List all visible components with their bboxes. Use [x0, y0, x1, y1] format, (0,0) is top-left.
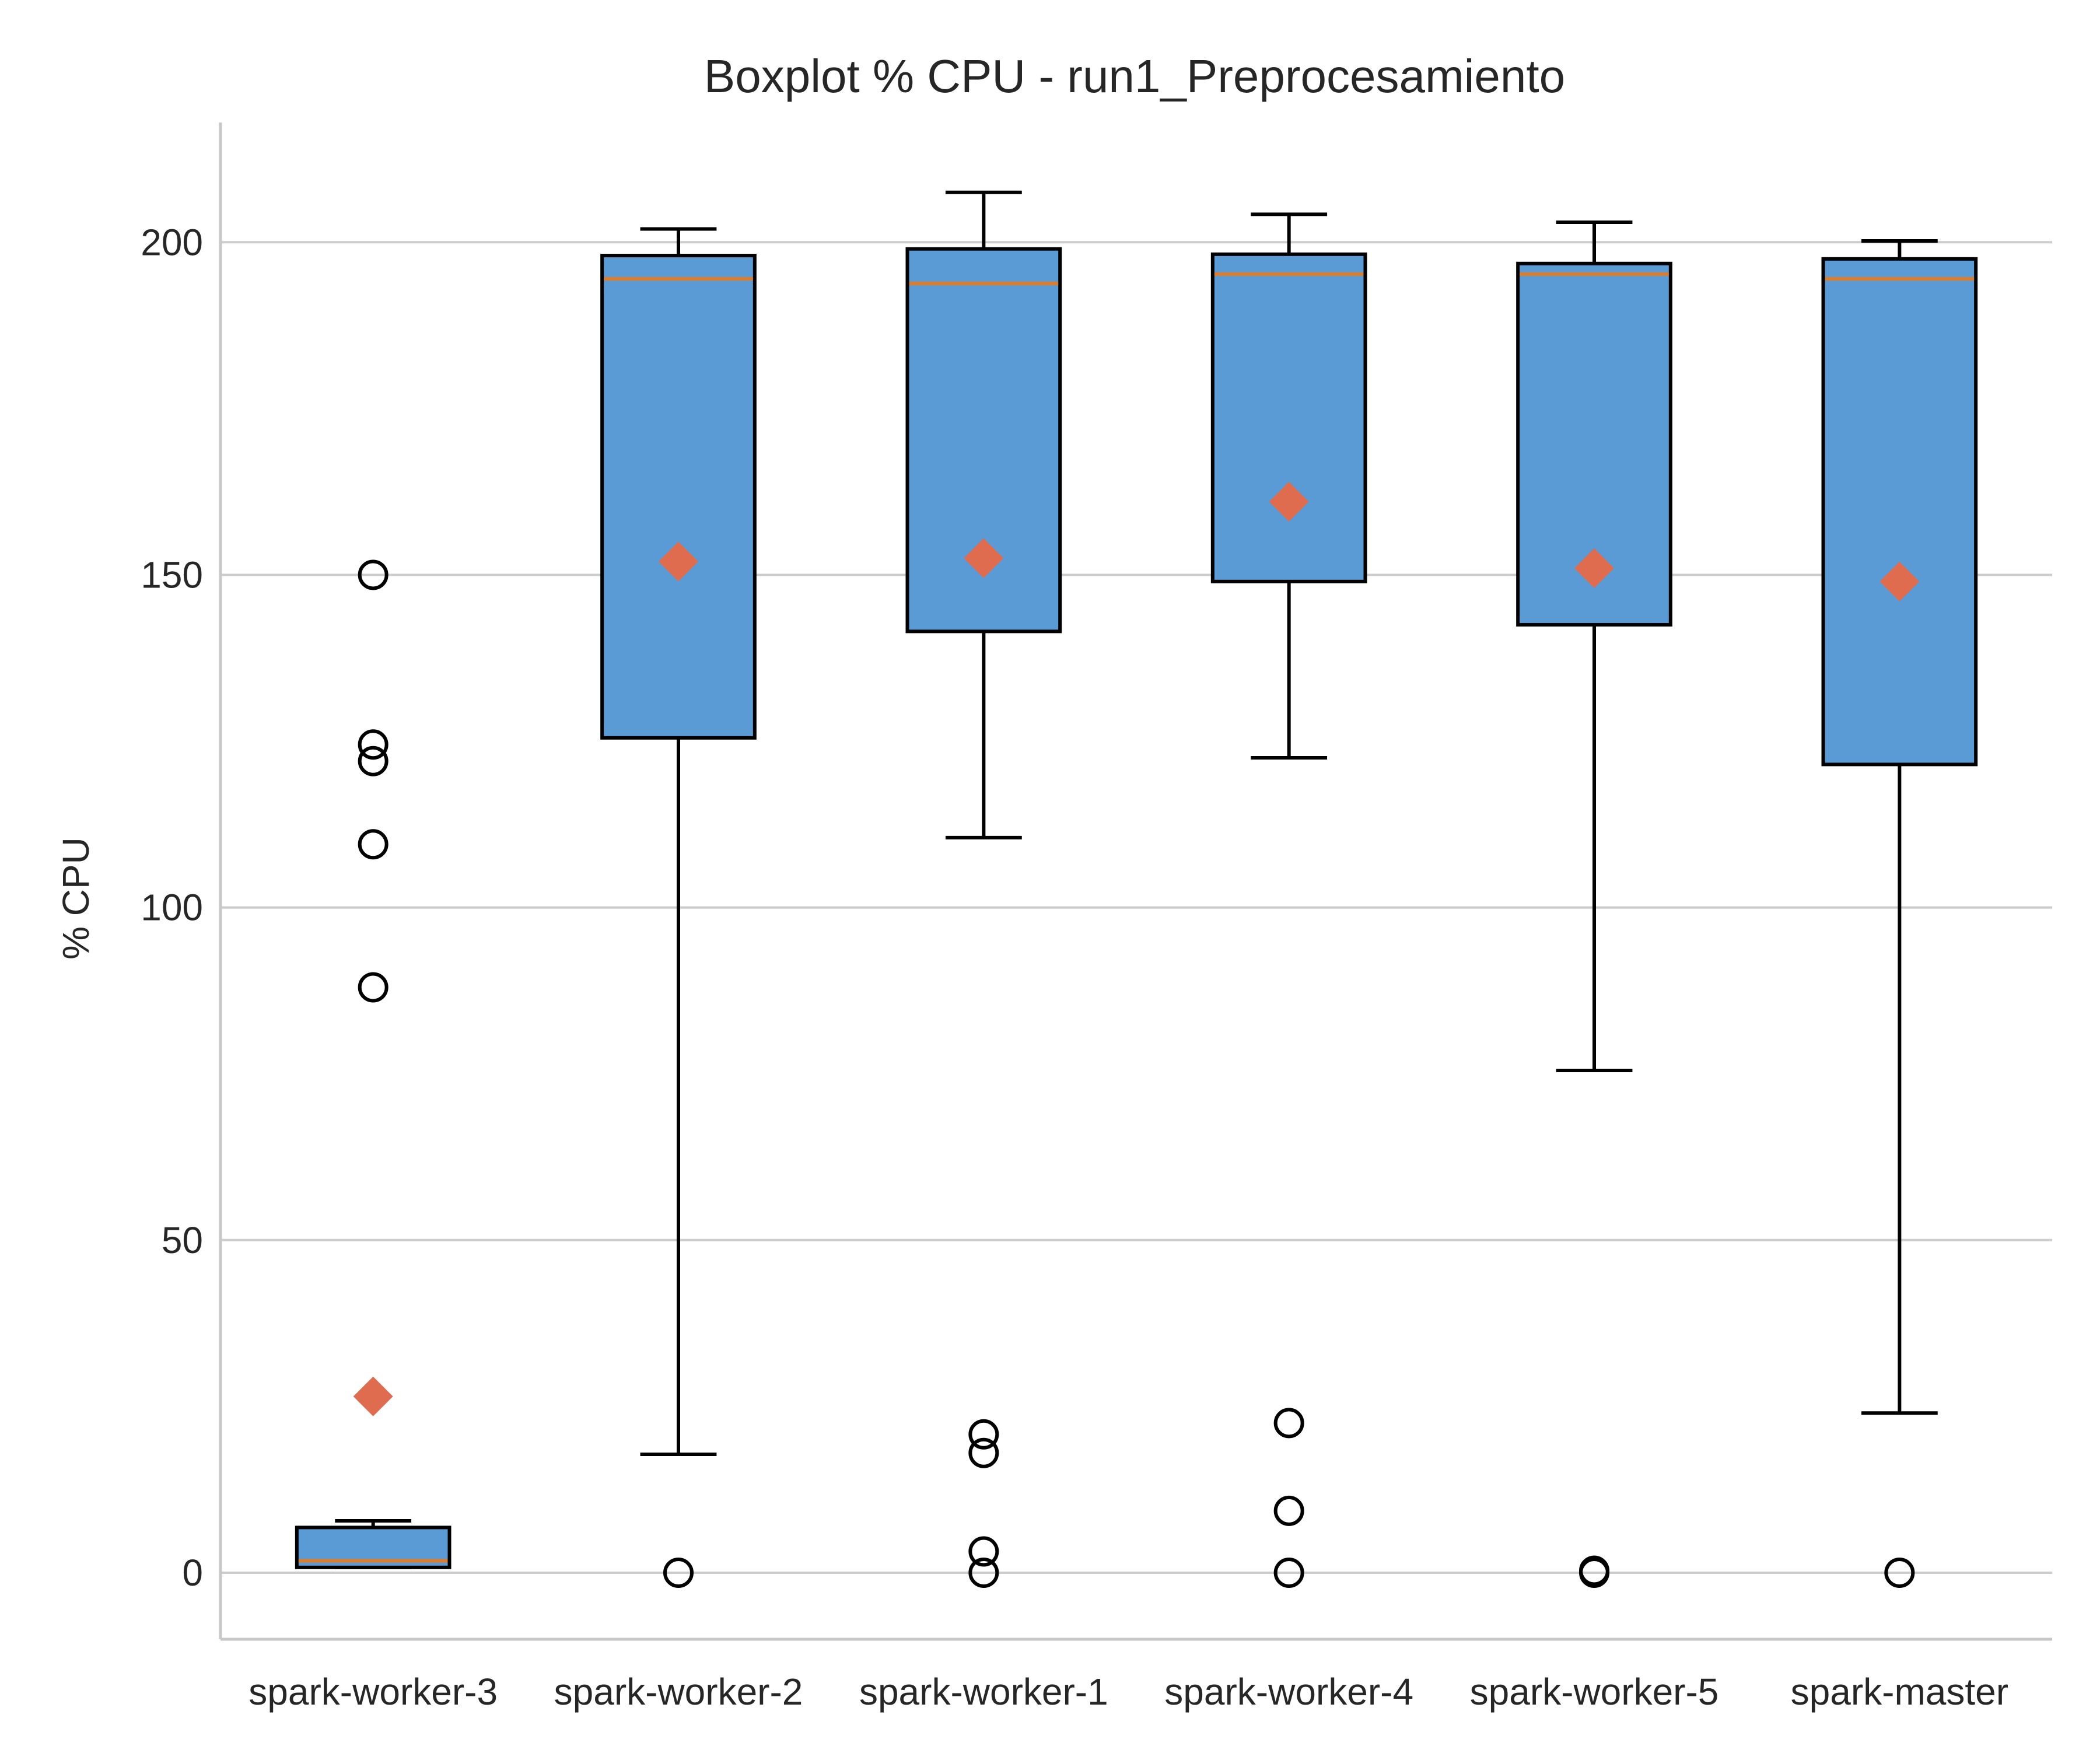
x-tick-label: spark-worker-5: [1470, 1671, 1719, 1713]
y-tick-label: 100: [141, 887, 203, 929]
x-tick-label: spark-worker-1: [859, 1671, 1108, 1713]
box-iqr: [600, 254, 757, 740]
y-tick-label: 50: [162, 1219, 203, 1261]
outlier-point: [358, 729, 388, 760]
box-group: [1516, 221, 1672, 1588]
y-tick-label: 200: [141, 221, 203, 263]
x-tick-label: spark-worker-4: [1164, 1671, 1413, 1713]
box-group: [295, 559, 452, 1569]
box-iqr: [1210, 252, 1367, 583]
outlier-point: [968, 1557, 999, 1588]
mean-marker: [1269, 482, 1309, 522]
mean-marker: [964, 538, 1004, 578]
axes: [219, 123, 2052, 1641]
y-axis-label: % CPU: [55, 837, 97, 960]
outlier-point: [968, 1419, 999, 1450]
x-tick-label: spark-master: [1791, 1671, 2008, 1713]
boxes: [295, 190, 1978, 1588]
outlier-point: [663, 1557, 694, 1588]
y-tick-label: 150: [141, 554, 203, 596]
box-group: [1210, 212, 1367, 1588]
box-iqr: [1821, 257, 1978, 767]
outlier-point: [358, 746, 388, 776]
outlier-point: [1273, 1495, 1304, 1526]
box-group: [905, 190, 1062, 1588]
outlier-point: [968, 1536, 999, 1567]
outlier-point: [358, 559, 388, 590]
mean-marker: [353, 1376, 393, 1416]
grid-lines: [220, 241, 2052, 1574]
mean-marker: [1574, 548, 1614, 589]
y-tick-label: 0: [182, 1552, 203, 1594]
mean-marker: [1880, 561, 1920, 601]
x-tick-label: spark-worker-2: [554, 1671, 803, 1713]
chart-title: Boxplot % CPU - run1_Preprocesamiento: [704, 50, 1565, 102]
outlier-point: [358, 829, 388, 860]
outlier-point: [968, 1437, 999, 1468]
outlier-point: [358, 972, 388, 1003]
mean-marker: [659, 541, 698, 582]
x-tick-label: spark-worker-3: [249, 1671, 498, 1713]
outlier-point: [1273, 1557, 1304, 1588]
tick-labels: 0 50 100 150 200 spark-worker-3 spark-worker-2…: [141, 221, 2008, 1713]
box-group: [600, 227, 757, 1588]
outlier-point: [1579, 1555, 1609, 1586]
outlier-point: [1273, 1408, 1304, 1439]
box-group: [1821, 239, 1978, 1588]
outlier-point: [1884, 1557, 1915, 1588]
